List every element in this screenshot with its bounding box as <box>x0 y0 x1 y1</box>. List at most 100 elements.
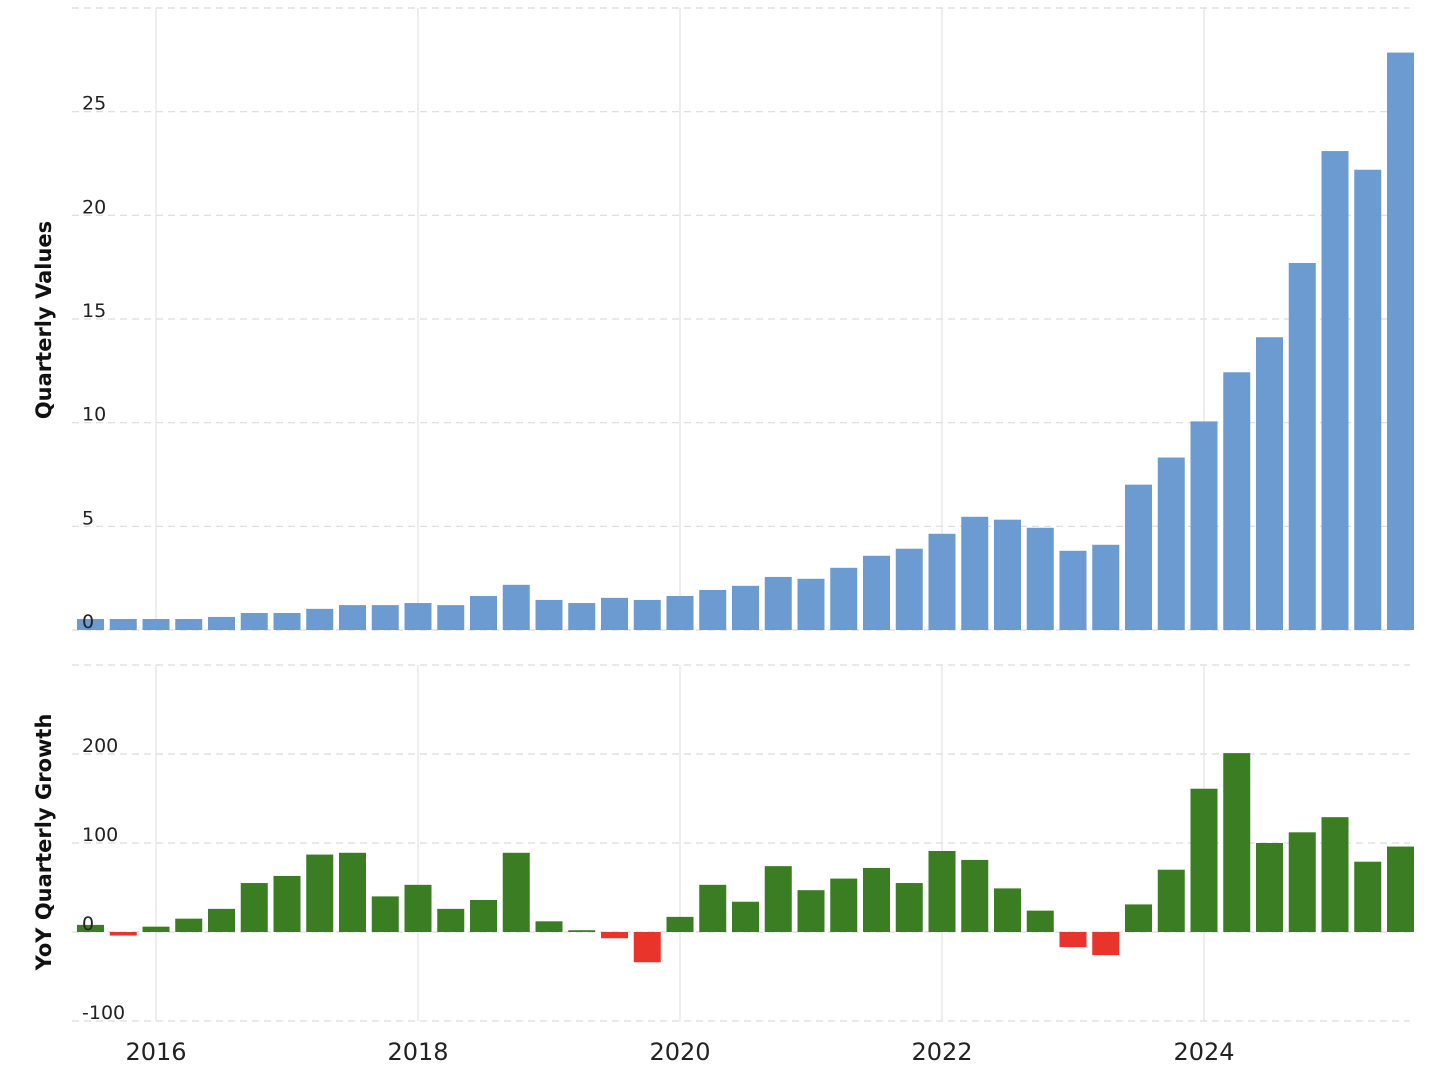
y-tick-label: 100 <box>82 824 118 846</box>
bar <box>699 589 727 630</box>
bar <box>109 932 137 936</box>
bar <box>1125 484 1152 630</box>
x-tick-label: 2016 <box>125 1038 186 1066</box>
bar <box>306 854 334 932</box>
bar <box>535 599 563 630</box>
bar <box>1288 263 1316 630</box>
yoy-growth-bars <box>77 753 1414 963</box>
bar <box>1354 169 1382 630</box>
y-tick-label: 200 <box>82 735 118 757</box>
bar <box>1092 932 1120 956</box>
bar <box>1026 910 1054 932</box>
bar <box>601 932 628 939</box>
y-tick-label: 0 <box>82 611 94 633</box>
bar <box>273 875 301 932</box>
bar <box>830 878 858 932</box>
bar <box>1354 861 1382 932</box>
top-y-axis-title: Quarterly Values <box>32 221 56 419</box>
bar <box>371 605 399 630</box>
bar <box>208 908 235 932</box>
bottom-y-axis-title: YoY Quarterly Growth <box>32 714 56 972</box>
bar <box>142 619 170 630</box>
bar <box>470 595 497 630</box>
bar <box>502 584 530 630</box>
bar <box>830 567 858 630</box>
bar <box>437 908 465 932</box>
bar <box>666 916 694 932</box>
bar <box>404 884 432 932</box>
bar <box>1190 421 1218 630</box>
bar <box>404 603 432 630</box>
bar <box>175 918 203 932</box>
bar <box>633 932 661 963</box>
bar <box>994 519 1021 630</box>
y-tick-label: 5 <box>82 507 94 529</box>
bar <box>1288 832 1316 932</box>
y-tick-label: 15 <box>82 300 106 322</box>
bar <box>470 899 497 932</box>
bar <box>1223 753 1251 932</box>
bar <box>1256 843 1283 932</box>
bar <box>568 603 596 630</box>
bar <box>699 884 727 932</box>
bar <box>764 576 792 630</box>
bar <box>240 612 268 630</box>
bar <box>1125 904 1152 932</box>
x-tick-label: 2022 <box>911 1038 972 1066</box>
bar <box>601 597 628 630</box>
bar <box>1387 846 1414 932</box>
bar <box>175 619 203 630</box>
quarterly-values-bars <box>77 52 1414 631</box>
bar <box>863 867 890 932</box>
bar <box>1387 52 1414 631</box>
bar <box>797 578 825 630</box>
bar <box>568 930 596 932</box>
bar <box>764 866 792 932</box>
axis-labels: 0 5 10 15 20 25 -100 0 100 200 2016 2018 2020 2022 202… <box>82 93 1235 1066</box>
x-tick-label: 2020 <box>649 1038 710 1066</box>
bar <box>797 890 825 932</box>
bar <box>928 533 956 630</box>
bar <box>895 883 923 932</box>
bar <box>961 859 989 932</box>
bar <box>732 901 759 932</box>
bar <box>142 926 170 932</box>
bar <box>1026 527 1054 630</box>
y-tick-label: 20 <box>82 196 106 218</box>
bar <box>1157 457 1185 630</box>
bar <box>1223 372 1251 630</box>
bar <box>732 585 759 630</box>
y-tick-label: 0 <box>82 913 94 935</box>
bar <box>961 516 989 630</box>
bar <box>77 619 104 630</box>
bar <box>1321 817 1349 932</box>
bar <box>339 605 366 630</box>
bar <box>666 595 694 630</box>
bar <box>895 548 923 630</box>
bar <box>109 619 137 630</box>
bar <box>633 599 661 630</box>
bar <box>928 851 956 932</box>
bar <box>240 883 268 932</box>
bar <box>1092 544 1120 630</box>
bar <box>437 605 465 630</box>
bar <box>371 896 399 932</box>
bar <box>994 888 1021 932</box>
x-tick-label: 2018 <box>387 1038 448 1066</box>
bar <box>1321 151 1349 630</box>
bar <box>1059 550 1087 630</box>
bar <box>502 852 530 932</box>
bar <box>863 555 890 630</box>
bar <box>1059 932 1087 948</box>
bar <box>339 852 366 932</box>
bar <box>1256 337 1283 630</box>
y-tick-label: -100 <box>82 1002 125 1024</box>
bar <box>1190 788 1218 932</box>
bar <box>306 608 334 630</box>
y-tick-label: 10 <box>82 404 106 426</box>
bar <box>77 924 104 932</box>
bar <box>208 616 235 630</box>
x-tick-label: 2024 <box>1173 1038 1234 1066</box>
bar <box>273 612 301 630</box>
